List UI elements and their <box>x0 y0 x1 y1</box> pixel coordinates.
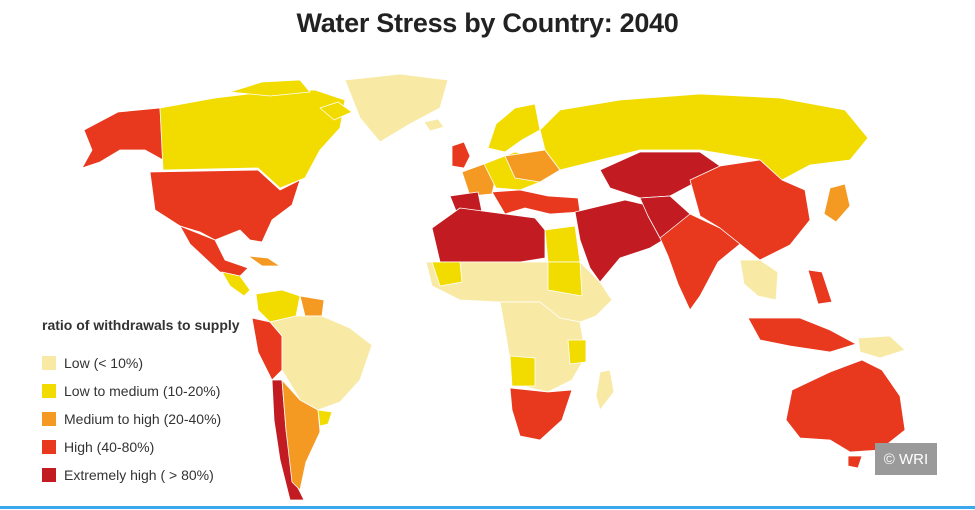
map-title: Water Stress by Country: 2040 <box>296 8 679 38</box>
region-egypt <box>544 225 581 263</box>
legend-item: Low to medium (10-20%) <box>42 377 242 405</box>
region-india <box>659 213 741 311</box>
region-brazil <box>269 315 373 411</box>
copyright-badge: © WRI <box>875 443 937 475</box>
legend-swatch-medium-high <box>42 412 56 426</box>
legend-label: Medium to high (20-40%) <box>64 411 222 427</box>
region-central-america <box>221 271 251 297</box>
region-canada-islands <box>229 79 353 121</box>
legend-swatch-low <box>42 356 56 370</box>
bottom-accent-line <box>0 506 975 509</box>
region-southeast-asia <box>739 259 779 301</box>
region-eastern-europe <box>504 149 561 183</box>
region-guianas <box>299 295 325 317</box>
legend-item: High (40-80%) <box>42 433 242 461</box>
region-north-africa <box>431 207 546 263</box>
region-argentina <box>281 379 321 491</box>
region-greenland <box>344 73 449 143</box>
region-japan <box>823 183 851 223</box>
legend-items: Low (< 10%) Low to medium (10-20%) Mediu… <box>42 349 242 489</box>
world-map <box>81 73 937 501</box>
region-new-guinea <box>857 335 906 359</box>
region-madagascar <box>595 369 615 411</box>
map-legend: ratio of withdrawals to supply Low (< 10… <box>42 316 242 489</box>
legend-swatch-low-medium <box>42 384 56 398</box>
legend-swatch-high <box>42 440 56 454</box>
region-indonesia <box>747 269 857 353</box>
legend-label: Extremely high ( > 80%) <box>64 467 214 483</box>
legend-label: High (40-80%) <box>64 439 155 455</box>
legend-item: Low (< 10%) <box>42 349 242 377</box>
legend-label: Low to medium (10-20%) <box>64 383 221 399</box>
region-angola <box>509 339 587 387</box>
region-russia <box>539 93 869 181</box>
region-australia <box>785 359 906 453</box>
region-china <box>689 159 811 261</box>
region-iceland <box>423 118 445 132</box>
legend-item: Medium to high (20-40%) <box>42 405 242 433</box>
legend-swatch-extreme <box>42 468 56 482</box>
region-alaska <box>81 107 164 169</box>
region-sahel <box>431 261 583 297</box>
region-southern-africa <box>509 387 573 441</box>
region-western-europe <box>461 163 497 197</box>
region-uk <box>451 141 471 169</box>
region-tasmania <box>847 455 863 469</box>
legend-label: Low (< 10%) <box>64 355 143 371</box>
legend-item: Extremely high ( > 80%) <box>42 461 242 489</box>
legend-title: ratio of withdrawals to supply <box>42 317 240 333</box>
region-mediterranean <box>491 189 581 215</box>
region-uruguay <box>317 409 333 427</box>
region-scandinavia <box>487 103 541 153</box>
region-caribbean <box>247 255 281 267</box>
